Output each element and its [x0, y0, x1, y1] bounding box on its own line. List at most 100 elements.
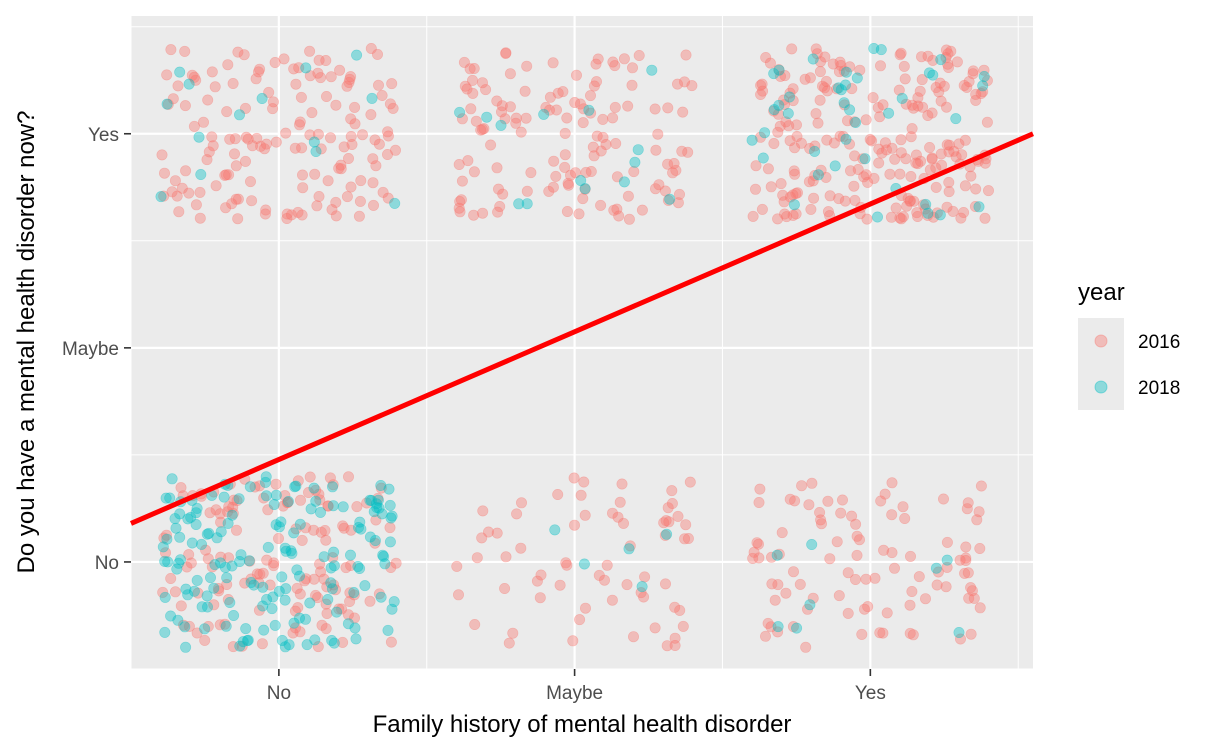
data-point-2016: [765, 551, 777, 563]
data-point-2016: [902, 192, 914, 204]
data-point-2016: [206, 66, 218, 78]
data-point-2016: [833, 590, 845, 602]
data-point-2016: [253, 604, 265, 616]
x-tick-label: No: [267, 683, 291, 704]
data-point-2016: [852, 164, 864, 176]
data-point-2016: [778, 99, 790, 111]
data-point-2016: [851, 549, 863, 561]
data-point-2016: [278, 53, 290, 65]
data-point-2016: [860, 114, 872, 126]
data-point-2016: [188, 120, 200, 132]
data-point-2018: [325, 562, 337, 574]
data-point-2016: [385, 561, 397, 573]
data-point-2018: [859, 153, 871, 165]
legend-dot-2016: [1094, 334, 1108, 348]
data-point-2016: [296, 209, 308, 221]
data-point-2016: [559, 149, 571, 161]
data-point-2016: [256, 638, 268, 650]
data-point-2016: [213, 582, 225, 594]
data-point-2016: [754, 131, 766, 143]
data-point-2016: [491, 527, 503, 539]
data-point-2016: [179, 45, 191, 57]
data-point-2016: [940, 52, 952, 64]
data-point-2018: [285, 545, 297, 557]
data-point-2018: [289, 481, 301, 493]
data-point-2016: [462, 155, 474, 167]
data-point-2016: [606, 594, 618, 606]
data-point-2018: [618, 176, 630, 188]
data-point-2016: [943, 176, 955, 188]
data-point-2016: [295, 91, 307, 103]
data-point-2016: [569, 167, 581, 179]
data-point-2016: [864, 134, 876, 146]
data-point-2018: [623, 543, 635, 555]
data-point-2016: [540, 101, 552, 113]
data-point-2018: [170, 522, 182, 534]
data-point-2016: [267, 103, 279, 115]
data-point-2016: [820, 75, 832, 87]
data-point-2016: [879, 137, 891, 149]
data-point-2016: [588, 80, 600, 92]
data-point-2016: [894, 212, 906, 224]
data-point-2018: [180, 641, 192, 653]
data-point-2016: [219, 169, 231, 181]
data-point-2016: [931, 207, 943, 219]
data-point-2016: [561, 559, 573, 571]
data-point-2016: [373, 138, 385, 150]
data-point-2016: [906, 123, 918, 135]
data-point-2018: [162, 556, 174, 568]
data-point-2016: [355, 175, 367, 187]
data-point-2016: [344, 587, 356, 599]
data-point-2018: [344, 549, 356, 561]
data-point-2018: [521, 198, 533, 210]
data-point-2016: [373, 588, 385, 600]
data-point-2018: [771, 549, 783, 561]
data-point-2016: [300, 573, 312, 585]
data-point-2018: [327, 500, 339, 512]
data-point-2016: [202, 553, 214, 565]
data-point-2018: [354, 562, 366, 574]
data-point-2016: [800, 641, 812, 653]
data-point-2018: [286, 547, 298, 559]
data-point-2016: [617, 517, 629, 529]
data-point-2016: [858, 171, 870, 183]
data-point-2016: [927, 211, 939, 223]
data-point-2018: [159, 591, 171, 603]
data-point-2016: [382, 192, 394, 204]
data-point-2016: [342, 609, 354, 621]
data-point-2016: [313, 191, 325, 203]
data-point-2016: [791, 187, 803, 199]
data-point-2016: [327, 479, 339, 491]
data-point-2016: [320, 623, 332, 635]
data-point-2016: [535, 569, 547, 581]
data-point-2018: [328, 546, 340, 558]
data-point-2016: [376, 90, 388, 102]
data-point-2016: [754, 483, 766, 495]
data-point-2016: [267, 96, 279, 108]
data-point-2018: [182, 589, 194, 601]
data-point-2018: [280, 545, 292, 557]
data-point-2016: [835, 507, 847, 519]
data-point-2018: [973, 201, 985, 213]
data-point-2018: [288, 617, 300, 629]
data-point-2018: [183, 78, 195, 90]
data-point-2016: [948, 145, 960, 157]
data-point-2016: [229, 148, 241, 160]
grid: [130, 16, 1033, 670]
data-point-2018: [283, 639, 295, 651]
data-point-2016: [962, 567, 974, 579]
data-point-2016: [294, 626, 306, 638]
data-point-2018: [348, 586, 360, 598]
data-point-2016: [313, 54, 325, 66]
data-point-2016: [173, 206, 185, 218]
data-point-2016: [330, 99, 342, 111]
data-point-2016: [805, 203, 817, 215]
data-point-2016: [757, 85, 769, 97]
data-point-2016: [910, 149, 922, 161]
data-point-2018: [927, 69, 939, 81]
data-point-2016: [834, 130, 846, 142]
data-point-2016: [550, 170, 562, 182]
data-point-2016: [963, 592, 975, 604]
data-point-2016: [595, 145, 607, 157]
data-point-2018: [260, 490, 272, 502]
